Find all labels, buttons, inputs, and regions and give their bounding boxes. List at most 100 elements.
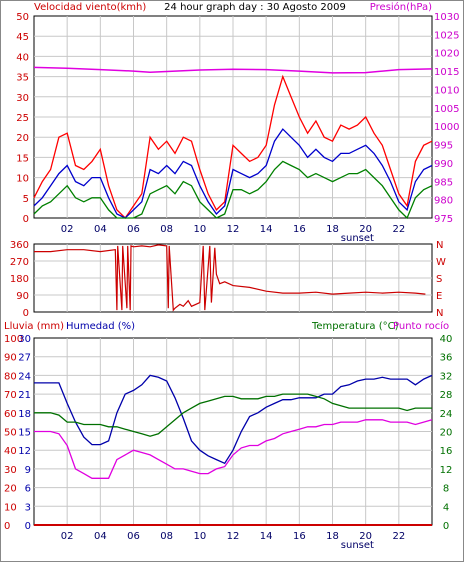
pressure-y-tick: 1000 xyxy=(434,122,459,133)
direction-y-tick: 90 xyxy=(16,291,29,302)
pressure-y-tick: 1010 xyxy=(434,85,459,96)
humidity-y-tick: 21 xyxy=(18,390,31,401)
temperature-y-tick: 28 xyxy=(440,390,453,401)
pressure-y-tick: 975 xyxy=(434,214,453,225)
x-tick-label: 06 xyxy=(127,224,140,235)
series-humidity xyxy=(34,374,433,465)
compass-label: S xyxy=(436,274,442,285)
x-tick-label: 20 xyxy=(359,531,372,542)
rain-y-tick: 40 xyxy=(4,446,17,457)
pressure-y-tick: 980 xyxy=(434,196,453,207)
pressure-y-tick: 1030 xyxy=(434,12,459,23)
humidity-y-tick: 27 xyxy=(18,353,31,364)
compass-label: N xyxy=(436,240,443,251)
series-gust xyxy=(33,74,433,220)
pressure-axis-label: Presión(hPa) xyxy=(370,1,432,13)
x-tick-label: 18 xyxy=(326,531,339,542)
x-tick-label: 20 xyxy=(359,224,372,235)
x-tick-label: 18 xyxy=(326,224,339,235)
rain-y-tick: 50 xyxy=(4,428,17,439)
x-tick-label: 04 xyxy=(94,224,107,235)
temperature-axis-label: Temperatura (°C) xyxy=(311,321,399,332)
wind-y-tick: 35 xyxy=(16,73,29,84)
pressure-y-tick: 985 xyxy=(434,177,453,188)
temperature-y-tick: 12 xyxy=(440,465,453,476)
humidity-y-tick: 3 xyxy=(25,502,31,513)
pressure-y-tick: 990 xyxy=(434,159,453,170)
pressure-y-tick: 1015 xyxy=(434,67,459,78)
series-avg xyxy=(33,128,433,219)
humidity-y-tick: 12 xyxy=(18,446,31,457)
wind-y-tick: 40 xyxy=(16,52,29,63)
x-tick-label: 04 xyxy=(94,531,107,542)
temperature-y-tick: 36 xyxy=(440,353,453,364)
temperature-y-tick: 0 xyxy=(443,521,449,532)
chart-layer: 0510152025303540455097598098599099510001… xyxy=(4,12,459,551)
temperature-y-tick: 16 xyxy=(440,446,453,457)
wind-y-tick: 0 xyxy=(23,214,29,225)
wind-y-tick: 15 xyxy=(16,153,29,164)
temperature-y-tick: 32 xyxy=(440,371,453,382)
wind-y-tick: 5 xyxy=(23,194,29,205)
series-dewpoint xyxy=(34,419,433,479)
rain-y-tick: 30 xyxy=(4,465,17,476)
wind-y-tick: 30 xyxy=(16,93,29,104)
x-tick-label: 16 xyxy=(293,224,306,235)
x-tick-label: 10 xyxy=(193,224,206,235)
compass-label: N xyxy=(436,308,443,319)
humidity-y-tick: 6 xyxy=(25,484,31,495)
series-min xyxy=(33,160,433,220)
wind-y-tick: 50 xyxy=(16,12,29,23)
temperature-y-tick: 24 xyxy=(440,409,453,420)
wind-y-tick: 20 xyxy=(16,133,29,144)
x-tick-label: 14 xyxy=(260,531,273,542)
pressure-y-tick: 1020 xyxy=(434,49,459,60)
x-tick-label: 02 xyxy=(61,224,74,235)
direction-y-tick: 180 xyxy=(10,274,29,285)
humidity-y-tick: 15 xyxy=(18,428,31,439)
humidity-axis-label: Humedad (%) xyxy=(66,321,135,332)
temperature-y-tick: 4 xyxy=(443,502,449,513)
x-tick-label: 16 xyxy=(293,531,306,542)
rain-y-tick: 70 xyxy=(4,390,17,401)
x-tick-label: 12 xyxy=(227,531,240,542)
x-tick-label: 06 xyxy=(127,531,140,542)
direction-y-tick: 0 xyxy=(23,308,29,319)
chart-title: 24 hour graph day : 30 Agosto 2009 xyxy=(164,2,346,13)
rain-y-tick: 80 xyxy=(4,371,17,382)
rain-y-tick: 100 xyxy=(4,334,23,345)
temperature-y-tick: 8 xyxy=(443,484,449,495)
rain-y-tick: 10 xyxy=(4,502,17,513)
pressure-y-tick: 995 xyxy=(434,141,453,152)
compass-label: W xyxy=(436,257,446,268)
direction-y-tick: 270 xyxy=(10,257,29,268)
dewpoint-axis-label: Punto rocío xyxy=(393,320,449,332)
pressure-y-tick: 1005 xyxy=(434,104,459,115)
x-tick-label: 12 xyxy=(227,224,240,235)
wind-y-tick: 10 xyxy=(16,174,29,185)
humidity-y-tick: 24 xyxy=(18,371,31,382)
x-tick-label: 08 xyxy=(160,224,173,235)
wind-y-tick: 45 xyxy=(16,32,29,43)
x-tick-label: 08 xyxy=(160,531,173,542)
rain-y-tick: 0 xyxy=(4,521,10,532)
x-tick-label: 22 xyxy=(392,224,405,235)
x-tick-label: 02 xyxy=(61,531,74,542)
series-direction xyxy=(34,244,426,312)
temperature-y-tick: 40 xyxy=(440,334,453,345)
humidity-y-tick: 18 xyxy=(18,409,31,420)
temperature-y-tick: 20 xyxy=(440,428,453,439)
sunset-label: sunset xyxy=(341,540,374,551)
x-tick-label: 14 xyxy=(260,224,273,235)
compass-label: E xyxy=(436,291,442,302)
humidity-y-tick: 30 xyxy=(18,334,31,345)
rain-axis-label: Lluvia (mm) xyxy=(4,321,64,332)
direction-y-tick: 360 xyxy=(10,240,29,251)
wind-axis-label: Velocidad viento(kmh) xyxy=(34,2,146,13)
pressure-y-tick: 1025 xyxy=(434,30,459,41)
series-pressure xyxy=(33,66,433,74)
x-tick-label: 22 xyxy=(392,531,405,542)
humidity-y-tick: 0 xyxy=(25,521,31,532)
rain-y-tick: 90 xyxy=(4,353,17,364)
